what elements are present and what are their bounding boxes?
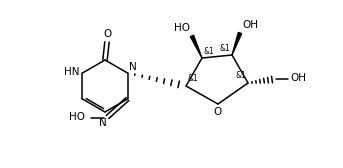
Text: &1: &1 <box>204 47 215 56</box>
Text: HO: HO <box>174 23 190 33</box>
Text: O: O <box>103 29 111 39</box>
Polygon shape <box>190 35 202 58</box>
Text: N: N <box>129 62 136 72</box>
Polygon shape <box>232 32 242 55</box>
Text: &1: &1 <box>188 74 199 83</box>
Text: OH: OH <box>290 73 306 83</box>
Text: HN: HN <box>64 67 80 77</box>
Text: HO: HO <box>69 112 84 122</box>
Text: O: O <box>214 107 222 117</box>
Text: &1: &1 <box>235 71 246 80</box>
Text: OH: OH <box>242 20 258 30</box>
Text: N: N <box>99 118 107 128</box>
Text: &1: &1 <box>219 44 230 53</box>
